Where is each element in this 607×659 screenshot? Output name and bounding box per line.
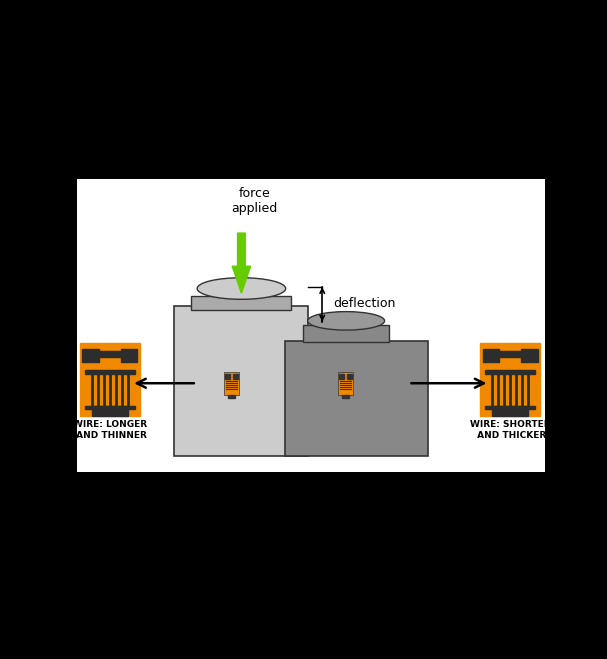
Ellipse shape xyxy=(197,277,286,299)
Bar xyxy=(492,406,528,416)
Bar xyxy=(191,296,291,310)
Bar xyxy=(78,179,545,472)
Bar xyxy=(191,296,291,310)
Bar xyxy=(337,372,353,395)
Bar xyxy=(303,326,389,343)
Text: WIRE: LONGER
 AND THINNER: WIRE: LONGER AND THINNER xyxy=(73,420,147,440)
Bar xyxy=(82,349,99,362)
Bar xyxy=(78,79,545,179)
Bar xyxy=(485,406,535,409)
Bar xyxy=(224,372,239,395)
Bar xyxy=(480,343,540,416)
FancyBboxPatch shape xyxy=(174,306,308,457)
Bar xyxy=(500,351,521,357)
Bar xyxy=(228,395,236,397)
Bar xyxy=(233,374,238,379)
Text: deflection: deflection xyxy=(333,297,395,310)
Bar xyxy=(84,370,135,374)
Ellipse shape xyxy=(308,312,385,330)
Bar xyxy=(485,370,535,374)
Polygon shape xyxy=(232,233,251,293)
FancyBboxPatch shape xyxy=(285,341,428,457)
Bar xyxy=(225,374,230,379)
Bar xyxy=(78,472,545,587)
Bar xyxy=(342,395,349,397)
Bar xyxy=(84,406,135,409)
Bar xyxy=(80,343,140,416)
Bar xyxy=(121,349,137,362)
Bar xyxy=(303,326,389,343)
Bar xyxy=(339,374,344,379)
Bar xyxy=(347,374,352,379)
Bar xyxy=(483,349,500,362)
Bar xyxy=(99,351,121,357)
Bar xyxy=(92,406,127,416)
Text: WIRE: SHORTER
 AND THICKER: WIRE: SHORTER AND THICKER xyxy=(470,420,551,440)
Text: force
applied: force applied xyxy=(231,187,277,215)
Bar xyxy=(521,349,538,362)
